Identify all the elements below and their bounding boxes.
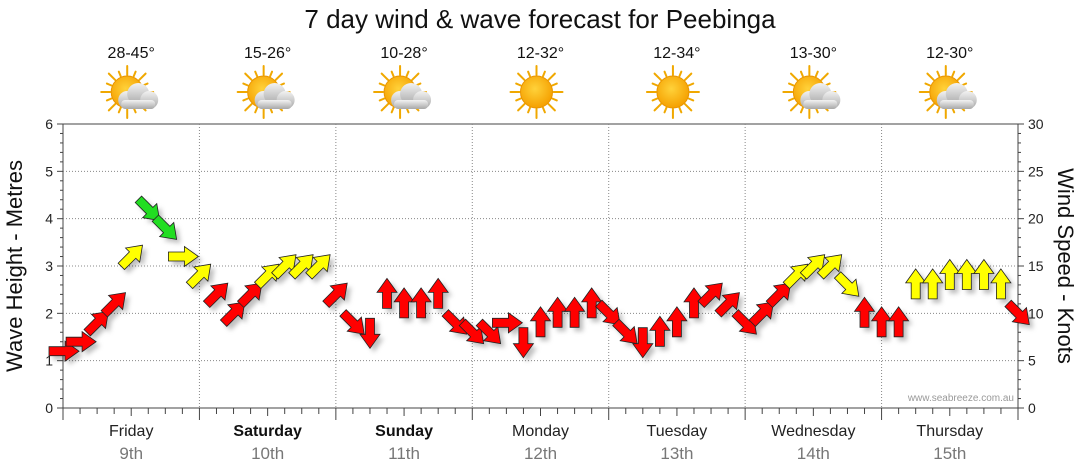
left-tick-label: 5 (45, 163, 53, 179)
wind-arrow (921, 268, 944, 300)
wind-arrow (167, 245, 200, 268)
wind-arrow (219, 301, 246, 327)
wind-arrow (973, 258, 995, 290)
wind-arrow (529, 306, 552, 338)
left-tick-label: 6 (45, 116, 53, 132)
partly-cloudy-icon (100, 65, 159, 119)
wind-arrow (765, 282, 792, 309)
day-label: Thursday (916, 423, 983, 440)
wind-arrow (322, 282, 348, 309)
wind-arrow (83, 310, 109, 337)
temperature-label: 12-34° (653, 45, 700, 62)
watermark: www.seabreeze.com.au (907, 393, 1014, 404)
temperature-label: 12-32° (517, 45, 564, 62)
wind-arrow (134, 195, 161, 222)
day-label: Friday (109, 423, 153, 440)
partly-cloudy-icon (236, 65, 295, 119)
temperature-label: 10-28° (380, 45, 427, 62)
right-tick-label: 15 (1028, 258, 1044, 274)
left-axis-label: Wave Height - Metres (2, 160, 27, 372)
temperature-label: 28-45° (108, 45, 155, 62)
wind-arrow (666, 306, 688, 338)
wind-arrow (782, 263, 809, 290)
wind-arrow (359, 317, 381, 349)
wind-arrow (427, 277, 449, 309)
wind-arrow (339, 309, 365, 335)
wind-arrow (612, 318, 638, 345)
day-label: Tuesday (647, 423, 708, 440)
wind-arrow (305, 254, 331, 280)
date-label: 9th (119, 444, 143, 463)
right-tick-label: 5 (1028, 353, 1036, 369)
partly-cloudy-icon (782, 65, 841, 119)
left-tick-label: 4 (45, 211, 53, 227)
sunny-icon (645, 65, 700, 119)
left-tick-label: 0 (45, 400, 53, 416)
wind-arrow (714, 292, 740, 318)
wind-arrow (253, 263, 280, 290)
chart-title: 7 day wind & wave forecast for Peebinga (304, 4, 776, 34)
left-tick-label: 3 (45, 258, 53, 274)
wind-arrow (410, 287, 432, 319)
wind-arrow (816, 254, 843, 280)
wind-arrow (595, 299, 621, 326)
temperature-label: 13-30° (790, 45, 837, 62)
wind-arrow (100, 292, 127, 318)
sunny-icon (509, 65, 564, 119)
day-label: Saturday (233, 423, 302, 440)
wind-arrow (563, 296, 586, 328)
wind-arrow (376, 277, 398, 309)
date-label: 12th (524, 444, 557, 463)
partly-cloudy-icon (373, 65, 432, 119)
left-tick-label: 1 (45, 353, 53, 369)
date-label: 14th (797, 444, 830, 463)
right-tick-label: 10 (1028, 305, 1044, 321)
right-axis-label: Wind Speed - Knots (1053, 168, 1078, 364)
wind-arrow (491, 312, 524, 334)
date-label: 11th (388, 444, 420, 463)
wind-arrow (887, 306, 910, 338)
day-label: Wednesday (771, 423, 855, 440)
wind-arrow (649, 315, 671, 347)
partly-cloudy-icon (918, 65, 977, 119)
temperature-label: 15-26° (244, 45, 291, 62)
wind-arrow (632, 327, 654, 359)
wind-arrow (748, 301, 775, 327)
wind-arrow (853, 296, 876, 328)
wind-arrow (65, 330, 97, 353)
left-tick-label: 2 (45, 305, 53, 321)
wind-arrow (236, 282, 263, 309)
wind-arrow (833, 271, 860, 297)
wind-arrow (1004, 299, 1030, 326)
temperature-label: 12-30° (926, 45, 973, 62)
right-tick-label: 25 (1028, 163, 1044, 179)
date-label: 13th (660, 444, 693, 463)
wind-arrow (117, 244, 144, 271)
date-label: 10th (251, 444, 284, 463)
date-label: 15th (933, 444, 966, 463)
wind-arrow (441, 309, 468, 335)
wind-arrow (512, 327, 535, 359)
wind-arrow (151, 214, 178, 240)
wind-arrow (990, 268, 1012, 300)
wind-arrow (185, 263, 212, 290)
right-tick-label: 20 (1028, 211, 1044, 227)
day-label: Sunday (375, 423, 433, 440)
day-label: Monday (512, 423, 569, 440)
wind-arrow (202, 282, 229, 309)
right-tick-label: 0 (1028, 400, 1036, 416)
wind-arrow (697, 282, 723, 309)
right-tick-label: 30 (1028, 116, 1044, 132)
